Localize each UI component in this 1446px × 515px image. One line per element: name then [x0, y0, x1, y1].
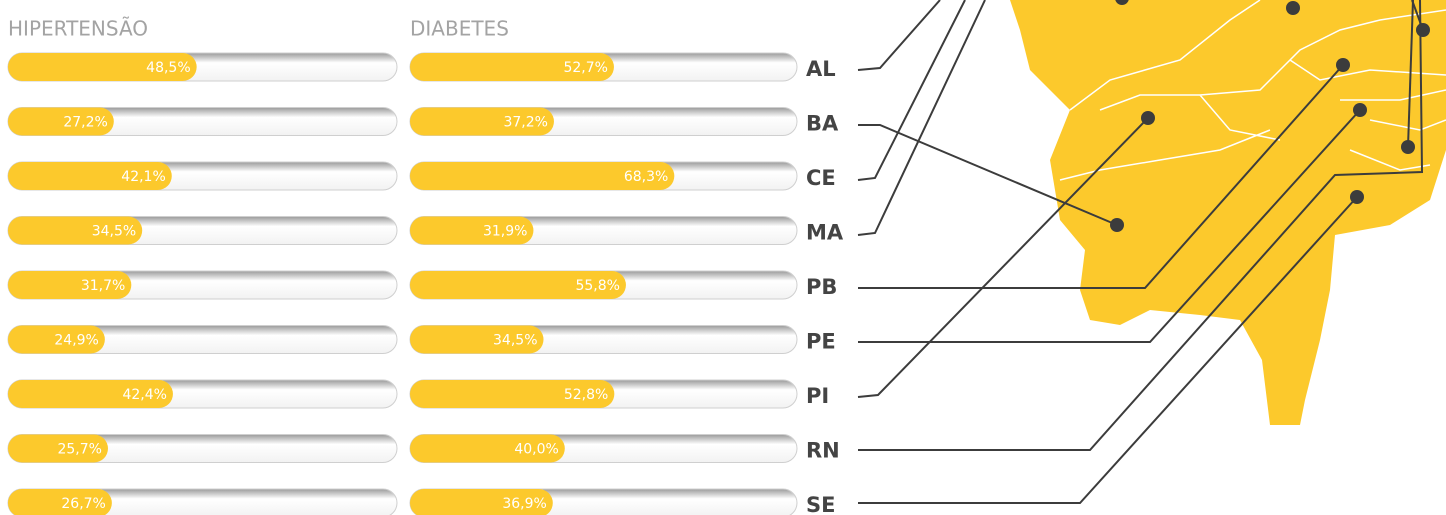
bar — [8, 489, 112, 515]
value-label: 40,0% — [514, 442, 558, 458]
bar — [410, 380, 615, 408]
bar — [410, 434, 565, 463]
category-label: PI — [806, 384, 829, 408]
series-header: DIABETES — [410, 17, 509, 41]
category-label: SE — [806, 493, 835, 515]
bar — [8, 53, 197, 81]
bar — [410, 107, 554, 136]
connector — [857, 0, 986, 236]
value-label: 31,7% — [81, 278, 125, 294]
value-label: 24,9% — [54, 333, 98, 349]
value-label: 31,9% — [483, 224, 527, 240]
bar — [8, 434, 108, 463]
category-label: PB — [806, 275, 837, 299]
connector — [858, 124, 1118, 226]
value-label: 36,9% — [502, 496, 546, 512]
bar — [8, 380, 173, 408]
value-label: 26,7% — [61, 496, 105, 512]
value-label: 68,3% — [624, 169, 668, 185]
connector — [858, 196, 1358, 504]
value-label: 42,4% — [122, 387, 166, 403]
bar — [8, 107, 114, 136]
bar — [8, 271, 132, 299]
map — [1010, 0, 1446, 425]
connector — [858, 109, 1361, 343]
connector — [858, 64, 1344, 289]
connector — [858, 0, 1424, 451]
value-label: 42,1% — [121, 169, 165, 185]
bar — [410, 489, 553, 515]
bar — [410, 271, 626, 299]
category-label: PE — [806, 330, 836, 354]
category-label: CE — [806, 166, 836, 190]
connectors — [857, 0, 1430, 504]
bar — [8, 325, 105, 354]
map-dots — [1110, 0, 1430, 232]
category-label: BA — [806, 112, 839, 136]
connector — [857, 0, 966, 181]
value-label: 34,5% — [493, 333, 537, 349]
map-borders — [1059, 0, 1446, 181]
bar — [410, 53, 614, 81]
bars: HIPERTENSÃO 48,5% 27,2% 42,1% 34,5% 31,7% 24,9… — [7, 17, 844, 515]
value-label: 52,8% — [564, 387, 608, 403]
bar — [8, 216, 143, 245]
value-label: 25,7% — [57, 442, 101, 458]
connector — [857, 0, 941, 71]
connector — [857, 117, 1149, 398]
connector — [1407, 0, 1414, 148]
value-label: 48,5% — [146, 60, 190, 76]
map-region — [1010, 0, 1446, 425]
value-label: 55,8% — [575, 278, 619, 294]
category-label: MA — [806, 221, 844, 245]
category-label: AL — [806, 57, 836, 81]
series-header: HIPERTENSÃO — [8, 17, 148, 41]
value-label: 52,7% — [563, 60, 607, 76]
bar — [410, 216, 534, 245]
bar — [410, 325, 544, 354]
value-label: 34,5% — [92, 224, 136, 240]
value-label: 27,2% — [63, 115, 107, 131]
bar — [8, 162, 172, 190]
bar — [410, 162, 675, 190]
category-label: RN — [806, 439, 840, 463]
value-label: 37,2% — [503, 115, 547, 131]
